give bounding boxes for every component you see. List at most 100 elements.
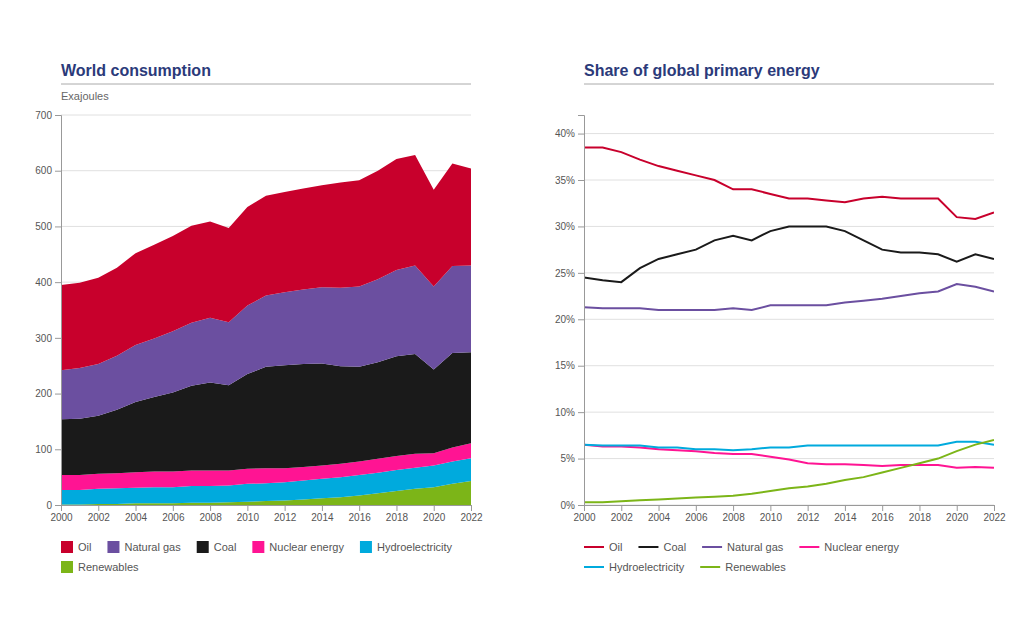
tick: 2020 xyxy=(423,505,446,523)
tick-mark xyxy=(285,505,286,511)
tick-label: 200 xyxy=(35,388,52,399)
tick-label: 35% xyxy=(555,175,575,186)
tick-label: 2012 xyxy=(274,512,297,523)
tick-label: 2020 xyxy=(423,512,446,523)
tick-label: 2006 xyxy=(685,512,708,523)
axis-line xyxy=(578,116,585,506)
legend-swatch xyxy=(584,566,604,568)
line xyxy=(584,148,994,220)
tick-mark xyxy=(659,505,660,511)
tick-label: 500 xyxy=(35,221,52,232)
legend-item: Natural gas xyxy=(107,541,181,553)
tick-mark xyxy=(578,412,584,413)
tick-mark xyxy=(994,505,995,511)
tick-label: 2016 xyxy=(872,512,895,523)
tick-mark xyxy=(55,394,61,395)
grid xyxy=(61,115,471,505)
tick: 2004 xyxy=(648,505,671,523)
tick-label: 2018 xyxy=(386,512,409,523)
tick-mark xyxy=(55,338,61,339)
tick: 2016 xyxy=(349,505,372,523)
tick-mark xyxy=(919,505,920,511)
tick: 2000 xyxy=(573,505,596,523)
legend-item: Nuclear energy xyxy=(252,541,344,553)
axis-line xyxy=(585,506,995,512)
tick: 0 xyxy=(46,500,61,511)
tick-label: 2008 xyxy=(199,512,222,523)
legend-label: Hydroelectricity xyxy=(609,561,685,573)
y-axis: 0100200300400500600700 xyxy=(35,110,61,511)
line xyxy=(584,440,994,502)
tick: 5% xyxy=(561,453,584,464)
tick-mark xyxy=(578,319,584,320)
tick-mark xyxy=(55,115,61,116)
tick-mark xyxy=(359,505,360,511)
tick-label: 2022 xyxy=(460,512,483,523)
legend-label: Nuclear energy xyxy=(269,541,344,553)
tick-mark xyxy=(808,505,809,511)
tick-label: 0% xyxy=(561,500,576,511)
tick: 2018 xyxy=(909,505,932,523)
tick: 20% xyxy=(555,314,584,325)
tick-mark xyxy=(578,459,584,460)
legend-item: Oil xyxy=(584,541,622,553)
tick-label: 0 xyxy=(46,500,52,511)
tick-label: 2016 xyxy=(349,512,372,523)
legend-label: Renewables xyxy=(725,561,786,573)
tick-mark xyxy=(396,505,397,511)
tick: 2008 xyxy=(722,505,745,523)
tick-label: 2022 xyxy=(983,512,1006,523)
x-axis: 2000200220042006200820102012201420162018… xyxy=(573,505,1006,523)
tick: 25% xyxy=(555,268,584,279)
tick-label: 30% xyxy=(555,221,575,232)
tick: 40% xyxy=(555,128,584,139)
tick-label: 10% xyxy=(555,407,575,418)
tick-label: 2014 xyxy=(311,512,334,523)
tick: 700 xyxy=(35,110,61,121)
line xyxy=(584,284,994,310)
tick: 2006 xyxy=(685,505,708,523)
tick: 2014 xyxy=(834,505,857,523)
grid-line xyxy=(584,319,994,320)
legend-item: Nuclear energy xyxy=(799,541,899,553)
tick-mark xyxy=(578,226,584,227)
tick: 300 xyxy=(35,333,61,344)
y-axis: 0%5%10%15%20%25%30%35%40% xyxy=(555,116,585,511)
legend: OilNatural gasCoalNuclear energyHydroele… xyxy=(61,541,453,573)
legend-label: Coal xyxy=(214,541,237,553)
tick-label: 300 xyxy=(35,333,52,344)
tick-mark xyxy=(696,505,697,511)
tick: 35% xyxy=(555,175,584,186)
tick: 2008 xyxy=(199,505,222,523)
chart-title: World consumption xyxy=(61,62,211,79)
tick: 2006 xyxy=(162,505,185,523)
tick-mark xyxy=(578,366,584,367)
tick: 500 xyxy=(35,221,61,232)
tick-label: 2018 xyxy=(909,512,932,523)
tick-mark xyxy=(578,505,584,506)
axis-line xyxy=(55,116,62,506)
tick-label: 400 xyxy=(35,277,52,288)
legend-swatch xyxy=(700,566,720,568)
tick: 2002 xyxy=(88,505,111,523)
tick-mark xyxy=(55,505,61,506)
axis-title: Exajoules xyxy=(61,90,109,102)
tick-mark xyxy=(578,180,584,181)
tick-label: 2008 xyxy=(722,512,745,523)
tick: 600 xyxy=(35,165,61,176)
background xyxy=(0,0,1024,640)
grid-line xyxy=(584,272,994,273)
legend-swatch xyxy=(638,546,658,548)
tick: 2012 xyxy=(797,505,820,523)
legend-swatch xyxy=(61,541,73,553)
legend-swatch xyxy=(799,546,819,548)
legend-item: Renewables xyxy=(700,561,786,573)
tick: 2010 xyxy=(237,505,260,523)
tick: 2020 xyxy=(946,505,969,523)
tick-mark xyxy=(882,505,883,511)
tick-mark xyxy=(578,273,584,274)
tick: 2004 xyxy=(125,505,148,523)
tick-mark xyxy=(55,226,61,227)
tick-label: 2014 xyxy=(834,512,857,523)
grid-line xyxy=(584,412,994,413)
